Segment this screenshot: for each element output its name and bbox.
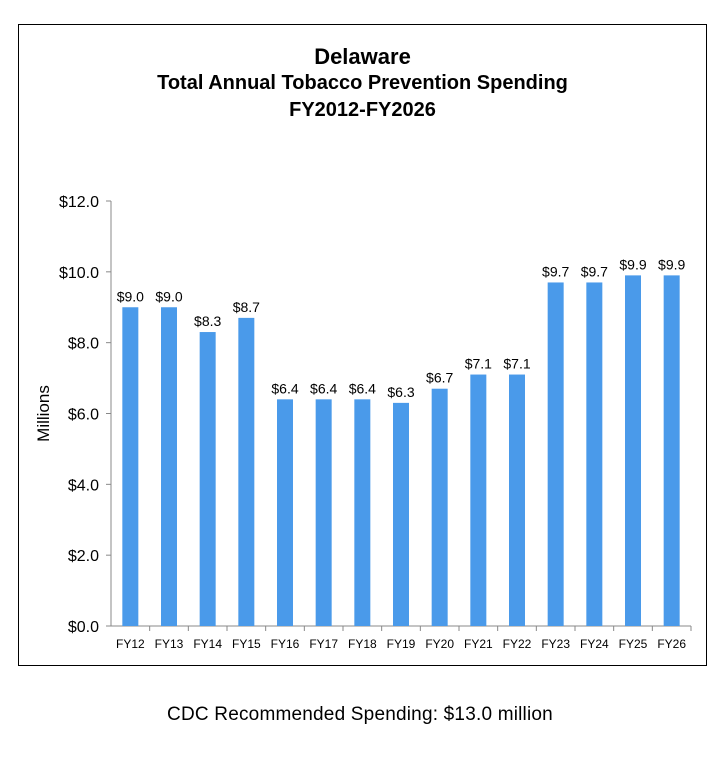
data-label: $6.4 xyxy=(271,380,298,396)
bar-fy26 xyxy=(663,275,680,626)
chart-subtitle: Total Annual Tobacco Prevention Spending xyxy=(157,72,568,94)
y-tick-label: $12.0 xyxy=(59,194,99,211)
bar-fy22 xyxy=(509,374,525,626)
bar-fy14 xyxy=(199,332,216,626)
x-tick-label: FY20 xyxy=(425,637,454,651)
data-label: $8.7 xyxy=(233,299,260,315)
bar-fy23 xyxy=(547,282,564,626)
x-tick-label: FY26 xyxy=(657,637,686,651)
y-tick-label: $2.0 xyxy=(68,548,99,565)
x-tick-label: FY17 xyxy=(309,637,338,651)
x-tick-label: FY12 xyxy=(116,637,145,651)
y-tick-label: $10.0 xyxy=(59,265,99,282)
x-tick-label: FY22 xyxy=(503,637,532,651)
x-tick-label: FY19 xyxy=(387,637,416,651)
chart-title-block: Delaware Total Annual Tobacco Prevention… xyxy=(19,43,706,124)
y-tick-label: $4.0 xyxy=(68,477,99,494)
y-tick-label: $6.0 xyxy=(68,407,99,424)
bar-fy12 xyxy=(122,307,139,626)
chart-date-range: FY2012-FY2026 xyxy=(289,99,436,121)
data-label: $6.4 xyxy=(310,380,337,396)
bar-fy13 xyxy=(161,307,177,626)
x-tick-label: FY25 xyxy=(619,637,648,651)
bar-fy17 xyxy=(315,399,332,626)
x-tick-label: FY24 xyxy=(580,637,609,651)
bar-fy15 xyxy=(238,317,255,626)
x-tick-label: FY23 xyxy=(541,637,570,651)
bar-fy19 xyxy=(393,402,409,626)
bar-fy25 xyxy=(625,275,641,626)
data-label: $8.3 xyxy=(194,313,221,329)
data-label: $6.3 xyxy=(387,384,414,400)
data-label: $7.1 xyxy=(465,356,492,372)
x-tick-label: FY13 xyxy=(155,637,184,651)
x-tick-label: FY16 xyxy=(271,637,300,651)
data-label: $7.1 xyxy=(503,356,530,372)
data-label: $9.9 xyxy=(619,256,646,272)
y-axis-label: Millions xyxy=(34,385,53,442)
data-label: $9.0 xyxy=(117,288,144,304)
data-label: $9.7 xyxy=(542,263,569,279)
data-label: $9.7 xyxy=(581,263,608,279)
x-tick-label: FY14 xyxy=(193,637,222,651)
bar-fy18 xyxy=(354,399,371,626)
footnote-cdc-recommended: CDC Recommended Spending: $13.0 million xyxy=(167,704,553,725)
y-tick-label: $8.0 xyxy=(68,336,99,353)
data-label: $6.7 xyxy=(426,370,453,386)
chart-title: Delaware xyxy=(314,44,411,69)
y-tick-label: $0.0 xyxy=(68,619,99,636)
x-tick-label: FY18 xyxy=(348,637,377,651)
bar-fy21 xyxy=(470,374,487,626)
bar-fy20 xyxy=(431,388,448,626)
bar-fy16 xyxy=(277,399,293,626)
bar-chart: $0.0 $2.0 $4.0 $6.0 $8.0 $10.0 $12.0 Millions FY… xyxy=(34,194,692,651)
data-label: $9.0 xyxy=(155,288,182,304)
bar-fy24 xyxy=(586,282,603,626)
data-label: $6.4 xyxy=(349,380,376,396)
x-tick-label: FY21 xyxy=(464,637,493,651)
x-tick-label: FY15 xyxy=(232,637,261,651)
data-label: $9.9 xyxy=(658,256,685,272)
